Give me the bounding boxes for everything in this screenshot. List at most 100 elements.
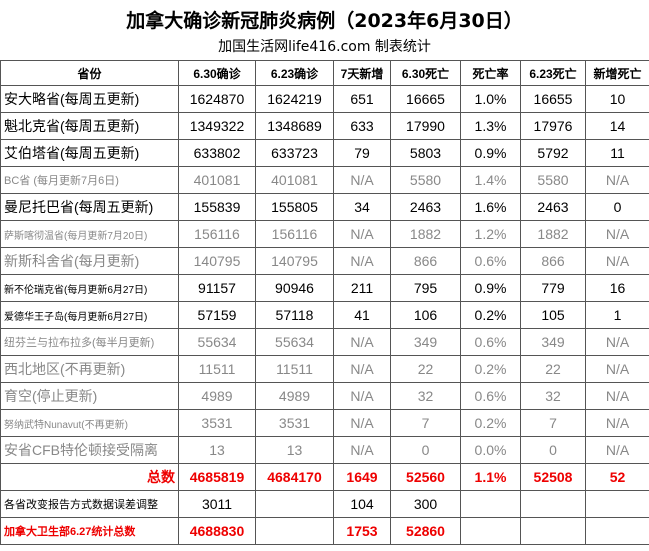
column-header: 省份 [0, 60, 179, 86]
table-cell: 866 [390, 247, 461, 275]
subtitle: 加国生活网life416.com 制表统计 [218, 39, 431, 55]
table-cell: N/A [585, 328, 649, 356]
table-row: 努纳武特Nunavut(不再更新) 3531 3531 N/A 7 0.2% 7 N/A [0, 409, 649, 437]
table-cell: 1.3% [460, 112, 521, 140]
table-cell: 156116 [255, 220, 334, 248]
table-cell: 西北地区(不再更新) [0, 355, 179, 383]
table-row: 新斯科舍省(每月更新) 140795 140795 N/A 866 0.6% 866 N/A [0, 247, 649, 275]
table-row: 萨斯喀彻温省(每月更新7月20日) 156116 156116 N/A 1882 1.2%… [0, 220, 649, 248]
table-cell: 各省改变报告方式数据误差调整 [0, 490, 179, 518]
table-row: BC省 (每月更新7月6日) 401081 401081 N/A 5580 1.4% 558… [0, 166, 649, 194]
table-cell: 17990 [390, 112, 461, 140]
table-cell: 13 [178, 436, 256, 464]
table-cell: 2463 [390, 193, 461, 221]
table-cell: 57118 [255, 301, 334, 329]
table-cell: 7 [520, 409, 586, 437]
empty-cell [585, 517, 649, 545]
table-cell: 1624870 [178, 85, 256, 113]
table-cell: 34 [333, 193, 391, 221]
table-cell: 349 [390, 328, 461, 356]
empty-cell [520, 490, 586, 518]
table-cell: 4989 [255, 382, 334, 410]
table-cell: 安省CFB特伦顿接受隔离 [0, 436, 179, 464]
table-row: 安大略省(每周五更新) 1624870 1624219 651 16665 1.0% 166… [0, 85, 649, 113]
table-cell: 16 [585, 274, 649, 302]
table-cell: 0.2% [460, 409, 521, 437]
table-cell: 5580 [520, 166, 586, 194]
table-cell: 22 [390, 355, 461, 383]
table-cell: 795 [390, 274, 461, 302]
table-cell: N/A [333, 328, 391, 356]
table-cell: 0 [585, 193, 649, 221]
table-cell: 1 [585, 301, 649, 329]
table-cell: 0.6% [460, 247, 521, 275]
table-cell: 300 [390, 490, 461, 518]
table-cell: 105 [520, 301, 586, 329]
table-cell: 1.6% [460, 193, 521, 221]
table-cell: 32 [390, 382, 461, 410]
table-cell: 651 [333, 85, 391, 113]
table-row: 爱德华王子岛(每月更新6月27日) 57159 57118 41 106 0.2% 105 1 [0, 301, 649, 329]
table-cell: 140795 [255, 247, 334, 275]
table-cell: 0.9% [460, 139, 521, 167]
table-cell: 2463 [520, 193, 586, 221]
table-cell: N/A [585, 220, 649, 248]
table-cell: 4685819 [178, 463, 256, 491]
column-header: 7天新增 [333, 60, 391, 86]
table-cell: 52860 [390, 517, 461, 545]
table-cell: 11511 [178, 355, 256, 383]
table-cell: N/A [333, 382, 391, 410]
empty-cell [460, 490, 521, 518]
table-cell: 106 [390, 301, 461, 329]
table-cell: N/A [585, 436, 649, 464]
table-cell: N/A [333, 355, 391, 383]
empty-cell [585, 490, 649, 518]
table-cell: 1882 [390, 220, 461, 248]
table-cell: 140795 [178, 247, 256, 275]
table-cell: 1.1% [460, 463, 521, 491]
table-cell: 41 [333, 301, 391, 329]
table-cell: 14 [585, 112, 649, 140]
table-cell: 5792 [520, 139, 586, 167]
table-cell: 13 [255, 436, 334, 464]
table-cell: 1882 [520, 220, 586, 248]
table-cell: 1349322 [178, 112, 256, 140]
table-cell: 艾伯塔省(每周五更新) [0, 139, 179, 167]
table-row: 各省改变报告方式数据误差调整 3011 104 300 [0, 490, 649, 518]
table-cell: 55634 [178, 328, 256, 356]
table-cell: 349 [520, 328, 586, 356]
table-cell: 4684170 [255, 463, 334, 491]
column-header: 死亡率 [460, 60, 521, 86]
title: 加拿大确诊新冠肺炎病例（2023年6月30日） [126, 10, 523, 32]
table-row: 新不伦瑞克省(每月更新6月27日) 91157 90946 211 795 0.9% 779… [0, 274, 649, 302]
table-cell: 1753 [333, 517, 391, 545]
table-cell: 5803 [390, 139, 461, 167]
table-cell: 总数 [0, 463, 179, 491]
table-cell: 5580 [390, 166, 461, 194]
table-cell: N/A [333, 409, 391, 437]
table-cell: 育空(停止更新) [0, 382, 179, 410]
table-cell: 0.9% [460, 274, 521, 302]
table-cell: 0.0% [460, 436, 521, 464]
table-cell: 57159 [178, 301, 256, 329]
table-cell: N/A [585, 355, 649, 383]
empty-cell [520, 517, 586, 545]
table-cell: 52560 [390, 463, 461, 491]
table-cell: 萨斯喀彻温省(每月更新7月20日) [0, 220, 179, 248]
table-cell: 16655 [520, 85, 586, 113]
table-cell: N/A [585, 409, 649, 437]
table-cell: 17976 [520, 112, 586, 140]
table-cell: 11511 [255, 355, 334, 383]
column-header: 6.30确诊 [178, 60, 256, 86]
table-cell: N/A [585, 247, 649, 275]
table-cell: 32 [520, 382, 586, 410]
table-cell: N/A [585, 382, 649, 410]
table-cell: 55634 [255, 328, 334, 356]
table-cell: 633 [333, 112, 391, 140]
table-row: 西北地区(不再更新) 11511 11511 N/A 22 0.2% 22 N/A [0, 355, 649, 383]
table-cell: 11 [585, 139, 649, 167]
column-header: 6.23死亡 [520, 60, 586, 86]
table-cell: 新斯科舍省(每月更新) [0, 247, 179, 275]
table-cell: 新不伦瑞克省(每月更新6月27日) [0, 274, 179, 302]
